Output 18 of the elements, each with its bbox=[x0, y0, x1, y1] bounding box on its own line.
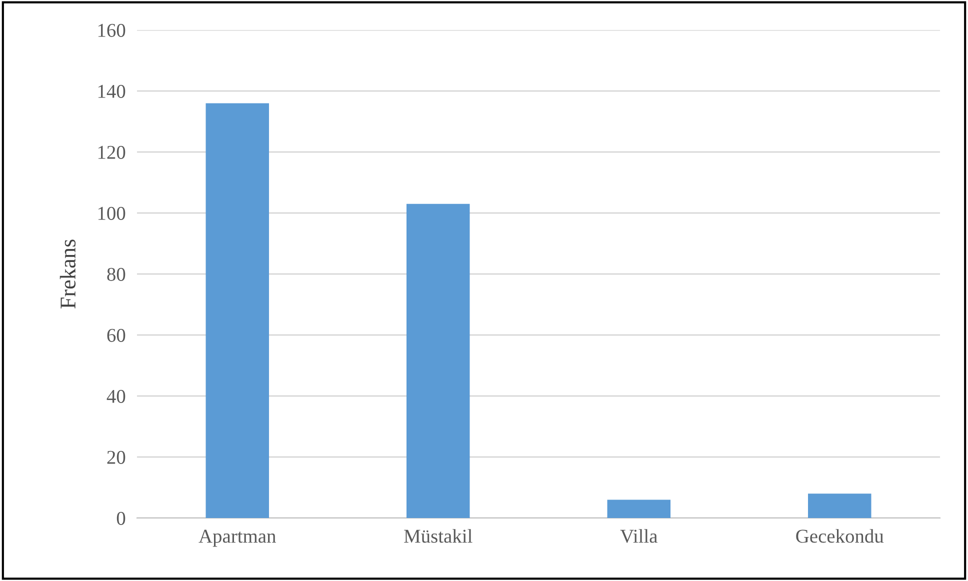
y-tick-label: 20 bbox=[107, 450, 126, 464]
x-tick-label: Villa bbox=[620, 529, 658, 543]
bar bbox=[406, 204, 470, 518]
y-tick-label: 100 bbox=[98, 206, 126, 220]
bar bbox=[808, 494, 872, 518]
y-tick-label: 80 bbox=[107, 268, 126, 281]
y-tick-label: 120 bbox=[98, 146, 126, 159]
bar bbox=[206, 103, 269, 518]
y-axis-title: Frekans bbox=[60, 240, 76, 309]
x-tick-label: Apartman bbox=[198, 530, 276, 547]
y-tick-label: 160 bbox=[98, 24, 126, 37]
y-tick-label: 60 bbox=[107, 328, 126, 342]
x-tick-label: Müstakil bbox=[404, 529, 472, 543]
y-tick-label: 0 bbox=[116, 512, 126, 525]
bar bbox=[607, 500, 670, 518]
y-tick-label: 40 bbox=[106, 390, 126, 403]
y-tick-label: 140 bbox=[98, 84, 126, 98]
x-tick-label: Gecekondu bbox=[796, 529, 884, 543]
